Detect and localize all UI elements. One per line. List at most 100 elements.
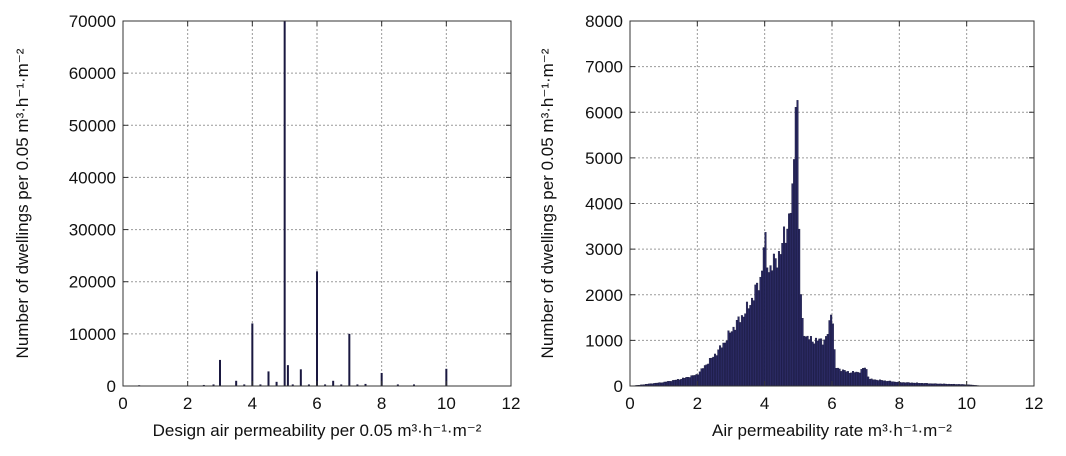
right-bar-71: [749, 305, 752, 387]
right-bar-23: [668, 381, 671, 387]
right-bar-137: [860, 369, 863, 387]
right-xtick-label-2: 4: [760, 394, 769, 413]
right-bar-45: [705, 364, 708, 387]
left-x-axis-title: Design air permeability per 0.05 m³·h⁻¹·…: [153, 421, 482, 440]
left-bar-14: [299, 369, 302, 386]
right-bar-29: [678, 379, 681, 387]
right-bar-83: [769, 265, 772, 387]
right-bar-101: [799, 294, 802, 387]
right-bar-82: [767, 272, 770, 387]
right-bar-154: [889, 380, 892, 387]
left-bar-3: [212, 384, 215, 386]
left-bar-24: [396, 384, 399, 386]
right-bar-78: [761, 270, 764, 387]
right-bar-120: [831, 323, 834, 387]
right-bar-58: [727, 330, 730, 387]
right-bar-165: [907, 382, 910, 387]
right-bar-105: [806, 335, 809, 387]
right-bar-118: [828, 320, 831, 387]
left-bar-9: [267, 371, 270, 386]
right-bar-99: [796, 100, 799, 387]
right-bar-134: [855, 371, 858, 387]
right-bar-68: [744, 313, 747, 387]
right-bar-89: [779, 254, 782, 387]
left-bar-12: [286, 365, 289, 386]
right-bar-38: [693, 375, 696, 387]
right-bar-32: [683, 377, 686, 387]
right-bar-36: [690, 375, 693, 387]
right-bar-111: [816, 340, 819, 387]
right-xtick-label-1: 2: [693, 394, 702, 413]
right-bar-74: [754, 284, 757, 387]
right-bar-139: [863, 367, 866, 387]
right-bar-28: [676, 379, 679, 387]
right-bar-138: [862, 368, 865, 387]
right-bar-20: [663, 381, 666, 387]
right-bar-91: [783, 226, 786, 387]
right-bar-25: [671, 380, 674, 387]
right-ytick-label-0: 0: [614, 377, 623, 396]
right-bar-136: [858, 372, 861, 387]
right-bar-30: [680, 378, 683, 387]
right-bar-151: [884, 380, 887, 387]
right-bar-97: [793, 159, 796, 387]
right-bar-135: [857, 372, 860, 387]
right-bar-50: [713, 353, 717, 387]
right-bar-100: [798, 228, 801, 387]
left-ytick-label-7: 70000: [69, 12, 116, 31]
right-bar-52: [717, 349, 720, 387]
right-bar-109: [813, 343, 816, 387]
right-bar-98: [794, 107, 797, 387]
left-bar-7: [251, 323, 254, 386]
left-bar-17: [324, 384, 327, 386]
right-bar-24: [670, 381, 673, 387]
right-bar-80: [764, 232, 767, 387]
right-bar-86: [774, 258, 777, 387]
left-xtick-label-5: 10: [437, 394, 456, 413]
right-xtick-label-0: 0: [625, 394, 634, 413]
right-bar-51: [715, 355, 718, 387]
right-bar-37: [692, 375, 695, 387]
left-ytick-label-1: 10000: [69, 325, 116, 344]
right-bar-152: [885, 381, 888, 387]
right-bar-157: [894, 381, 897, 387]
left-bar-25: [413, 384, 415, 386]
right-bar-150: [882, 380, 885, 387]
right-bar-147: [877, 380, 880, 387]
right-bar-133: [853, 372, 856, 387]
right-bar-124: [838, 368, 841, 387]
right-bar-94: [788, 213, 791, 387]
left-bar-2: [202, 384, 205, 386]
right-ytick-label-2: 2000: [585, 286, 623, 305]
right-bar-115: [823, 339, 826, 387]
right-bar-54: [720, 347, 723, 387]
right-bar-42: [700, 368, 703, 387]
right-bar-59: [729, 332, 732, 387]
right-bar-62: [734, 329, 737, 387]
right-bar-116: [825, 336, 828, 387]
right-bar-88: [777, 251, 780, 387]
left-bar-23: [380, 372, 383, 386]
right-xtick-label-4: 8: [895, 394, 904, 413]
right-bar-67: [742, 316, 745, 387]
right-bar-117: [826, 334, 829, 387]
left-xtick-label-2: 4: [248, 394, 257, 413]
left-bar-21: [356, 384, 359, 386]
right-xtick-label-6: 12: [1025, 394, 1044, 413]
right-bar-162: [902, 382, 905, 387]
right-bar-57: [725, 340, 728, 387]
right-bar-73: [752, 300, 755, 387]
right-bar-35: [688, 377, 691, 387]
right-bar-114: [821, 344, 824, 387]
right-ytick-label-3: 3000: [585, 240, 623, 259]
right-bar-72: [751, 297, 754, 387]
right-bar-164: [905, 382, 908, 387]
right-bar-132: [852, 371, 855, 387]
right-bar-69: [745, 301, 749, 387]
right-bar-103: [803, 335, 806, 387]
left-bar-5: [235, 380, 238, 386]
right-bar-141: [867, 376, 870, 387]
right-bar-17: [658, 382, 661, 387]
right-bar-106: [808, 339, 811, 387]
right-bar-60: [730, 331, 733, 387]
